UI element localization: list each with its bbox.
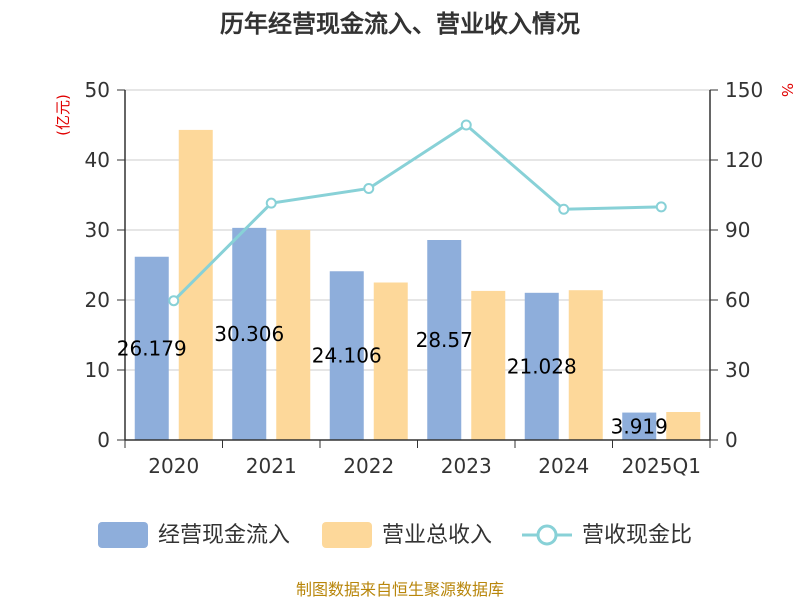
data-label-cash-inflow: 28.57 (416, 328, 473, 352)
left-axis-tick-label: 30 (85, 218, 110, 242)
x-axis-tick-label: 2023 (441, 454, 492, 478)
left-axis-tick-label: 50 (85, 78, 110, 102)
legend-label-cash-inflow: 经营现金流入 (158, 523, 290, 548)
bar-revenue (276, 230, 311, 440)
data-label-cash-inflow: 24.106 (312, 344, 382, 368)
bar-revenue (373, 282, 408, 440)
axes: 0 10 20 30 40 50 0 30 60 90 120 150 2020 2021 2022 2023… (85, 78, 764, 478)
right-axis-tick-label: 120 (725, 148, 763, 172)
bar-cash-inflow (524, 292, 559, 440)
ratio-line-series (168, 119, 667, 307)
legend-item-ratio[interactable]: 营收现金比 (522, 523, 692, 548)
right-axis-tick-label: 150 (725, 78, 763, 102)
x-axis-tick-label: 2022 (343, 454, 394, 478)
ratio-line (172, 123, 662, 302)
x-axis-tick-label: 2024 (538, 454, 589, 478)
bar-cash-inflow (622, 412, 657, 440)
bar-revenue (178, 129, 213, 440)
bar-cash-inflow (232, 227, 267, 440)
data-label-cash-inflow: 21.028 (507, 354, 577, 378)
x-axis-tick-label: 2025Q1 (622, 454, 701, 478)
legend-marker-ratio (536, 524, 558, 546)
legend-label-ratio: 营收现金比 (582, 523, 692, 548)
gridlines (125, 89, 710, 371)
legend-swatch-cash-inflow (98, 522, 148, 548)
bar-cash-inflow (134, 256, 169, 440)
left-axis-tick-label: 20 (85, 288, 110, 312)
ratio-point (363, 182, 375, 194)
bar-revenue (471, 290, 506, 440)
right-axis-tick-label: 0 (725, 428, 738, 452)
bar-cash-inflow (427, 240, 462, 440)
bars (134, 129, 701, 440)
legend-swatch-revenue (322, 522, 372, 548)
bar-revenue (666, 412, 701, 440)
source-footer: 制图数据来自恒生聚源数据库 (296, 580, 504, 599)
left-axis-tick-label: 0 (97, 428, 110, 452)
legend-item-revenue[interactable]: 营业总收入 (322, 522, 492, 548)
right-axis-tick-label: 30 (725, 358, 750, 382)
ratio-point (558, 203, 570, 215)
ratio-point (460, 119, 472, 131)
x-axis-tick-label: 2020 (148, 454, 199, 478)
data-labels: 26.179 30.306 24.106 28.57 21.028 3.919 (117, 322, 668, 438)
left-axis-tick-label: 10 (85, 358, 110, 382)
x-axis-tick-label: 2021 (246, 454, 297, 478)
data-label-cash-inflow: 26.179 (117, 336, 187, 360)
ratio-point (655, 201, 667, 213)
left-axis-tick-label: 40 (85, 148, 110, 172)
chart-title: 历年经营现金流入、营业收入情况 (220, 10, 580, 38)
ratio-point (168, 295, 180, 307)
ratio-point (265, 197, 277, 209)
data-label-cash-inflow: 30.306 (214, 322, 284, 346)
bar-cash-inflow (329, 271, 364, 440)
legend-item-cash-inflow[interactable]: 经营现金流入 (98, 522, 290, 548)
right-axis-tick-label: 60 (725, 288, 750, 312)
legend-label-revenue: 营业总收入 (382, 523, 492, 548)
left-axis-unit: (亿元) (54, 94, 72, 136)
legend: 经营现金流入 营业总收入 营收现金比 (98, 522, 692, 548)
data-label-cash-inflow: 3.919 (611, 414, 668, 438)
right-axis-unit: % (778, 83, 796, 97)
right-axis-tick-label: 90 (725, 218, 750, 242)
bar-revenue (568, 290, 603, 440)
